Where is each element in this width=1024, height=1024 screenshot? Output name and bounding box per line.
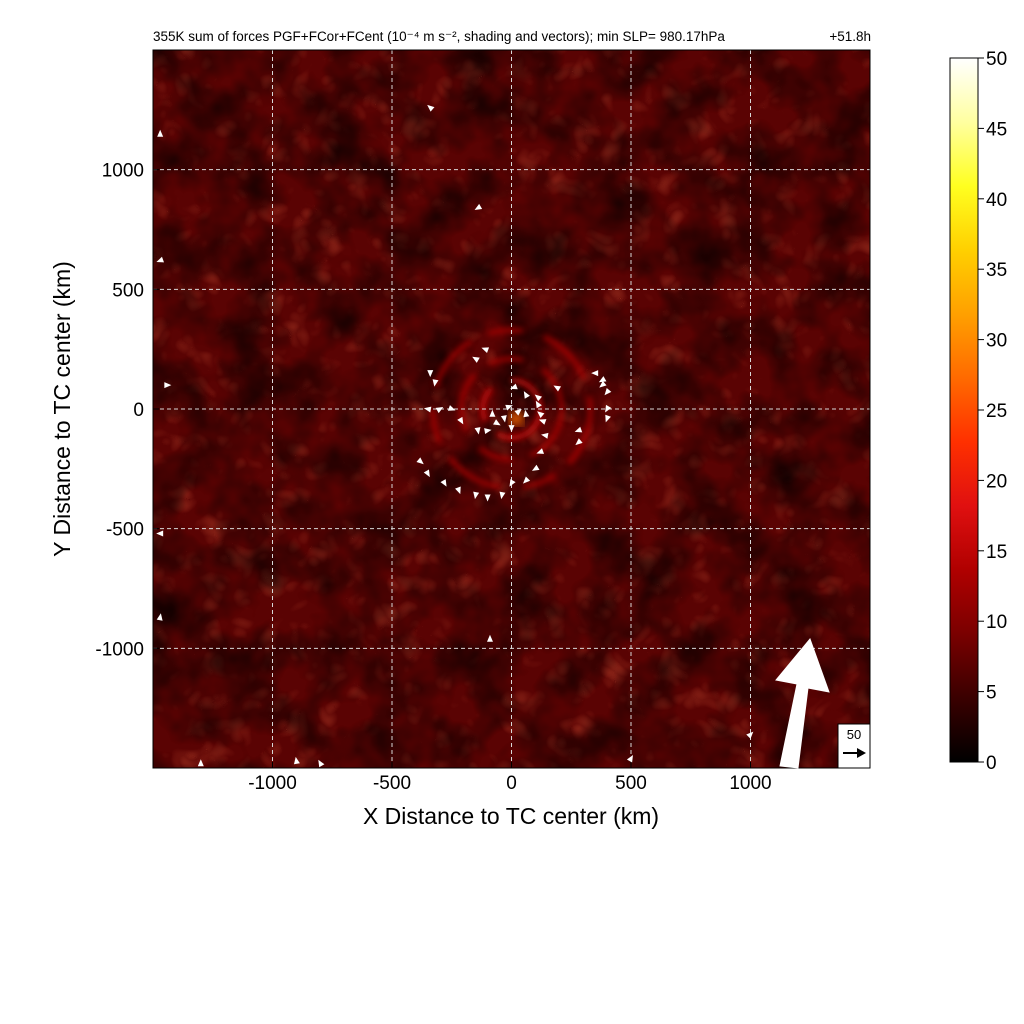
force-vector <box>746 731 754 739</box>
force-vector <box>510 383 518 390</box>
colorbar-ticks: 0 5 10 15 20 25 30 35 40 45 50 <box>978 49 1007 774</box>
y-tick-label: -1000 <box>95 639 144 660</box>
reference-vector-label: 50 <box>847 727 861 742</box>
force-vector <box>164 382 172 389</box>
y-axis: -1000 -500 0 500 1000 <box>95 161 159 660</box>
y-tick-label: -500 <box>106 520 144 541</box>
force-vector <box>156 530 164 537</box>
force-vector <box>605 404 612 413</box>
max-force-hotspot <box>509 411 524 426</box>
colorbar-tick-label: 30 <box>986 331 1007 352</box>
force-vector <box>489 409 496 417</box>
x-tick-label: 0 <box>506 773 517 794</box>
force-vector <box>536 448 545 454</box>
force-vectors <box>156 104 754 768</box>
force-vector <box>474 203 483 210</box>
force-vector <box>537 411 545 419</box>
force-vector <box>505 404 513 411</box>
colorbar-tick-label: 15 <box>986 542 1007 563</box>
force-vector <box>514 408 522 416</box>
force-vector <box>541 432 549 439</box>
force-vector <box>423 469 430 478</box>
colorbar-tick-label: 50 <box>986 49 1007 70</box>
force-vector <box>535 400 542 409</box>
colorbar-tick-label: 45 <box>986 119 1007 140</box>
x-axis: -1000 -500 0 500 1000 <box>248 762 772 794</box>
reference-vector: 50 <box>837 723 871 769</box>
force-vector <box>484 494 491 502</box>
force-vector <box>598 376 607 383</box>
time-label: +51.8h <box>829 29 871 44</box>
force-vector <box>472 356 480 363</box>
force-vector <box>156 613 163 621</box>
force-vector <box>455 486 461 495</box>
reference-vector-head <box>857 748 866 758</box>
force-vector <box>473 491 480 500</box>
force-vector <box>416 457 424 465</box>
storm-motion-arrow <box>775 638 830 769</box>
force-vector <box>197 759 204 767</box>
colorbar-tick-label: 25 <box>986 401 1007 422</box>
force-vector <box>523 476 531 484</box>
force-vector <box>486 634 493 642</box>
y-tick-label: 0 <box>133 400 144 421</box>
force-vector <box>509 479 516 487</box>
colorbar-tick-label: 40 <box>986 190 1007 211</box>
colorbar-gradient <box>949 57 979 763</box>
force-vector <box>605 414 611 423</box>
force-vector <box>626 754 633 763</box>
colorbar: 0 5 10 15 20 25 30 35 40 45 50 <box>949 49 1007 774</box>
x-axis-label: X Distance to TC center (km) <box>363 803 659 829</box>
y-tick-label: 500 <box>112 280 144 301</box>
force-vector <box>481 347 490 354</box>
x-tick-label: -1000 <box>248 773 297 794</box>
force-vector <box>435 407 444 414</box>
x-tick-label: 1000 <box>729 773 771 794</box>
force-vector <box>508 425 515 433</box>
force-vector <box>523 409 530 418</box>
y-axis-label: Y Distance to TC center (km) <box>49 261 75 557</box>
force-vector <box>534 394 543 402</box>
force-vector <box>493 419 501 426</box>
colorbar-tick-label: 5 <box>986 683 997 704</box>
y-tick-label: 1000 <box>102 161 144 182</box>
chart-title: 355K sum of forces PGF+FCor+FCent (10⁻⁴ … <box>153 29 725 44</box>
colorbar-tick-label: 10 <box>986 612 1007 633</box>
force-vector <box>523 391 530 399</box>
force-vector <box>531 464 540 471</box>
force-vector <box>447 405 456 411</box>
force-vector <box>499 491 506 500</box>
force-vector <box>599 380 607 388</box>
force-vector <box>500 415 507 423</box>
colorbar-tick-label: 0 <box>986 753 997 774</box>
force-vector <box>591 370 599 377</box>
x-tick-label: 500 <box>615 773 647 794</box>
force-vector <box>157 129 164 137</box>
force-vector <box>440 479 447 487</box>
force-vector <box>457 416 464 425</box>
force-vector <box>427 370 434 378</box>
force-vector <box>538 419 547 425</box>
force-vector <box>423 406 432 413</box>
force-vector <box>553 385 562 392</box>
plot-area <box>153 50 870 768</box>
force-vector <box>293 756 300 765</box>
force-vector <box>427 104 435 112</box>
force-vector <box>318 759 325 768</box>
force-vector <box>604 388 612 396</box>
force-vector <box>575 438 583 446</box>
x-tick-label: -500 <box>373 773 411 794</box>
force-vector <box>574 426 583 433</box>
force-vector <box>484 428 492 435</box>
force-vector <box>156 256 165 263</box>
colorbar-tick-label: 35 <box>986 260 1007 281</box>
force-vector <box>432 379 439 387</box>
force-vector <box>474 427 481 435</box>
grid-lines <box>153 50 870 768</box>
colorbar-tick-label: 20 <box>986 471 1007 492</box>
reference-vector-box <box>837 723 871 769</box>
